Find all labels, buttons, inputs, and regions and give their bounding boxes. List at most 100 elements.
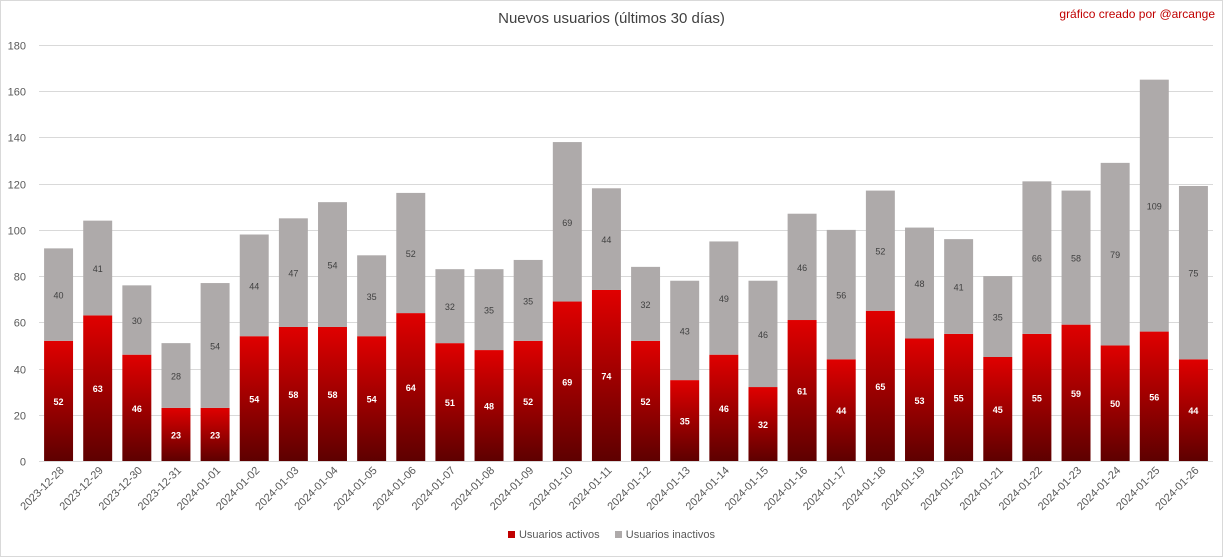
data-label-inactive: 66 (1032, 254, 1042, 264)
bar-active (83, 315, 113, 461)
data-label-inactive: 69 (562, 218, 572, 228)
bar-active (748, 387, 778, 461)
bar-active (787, 320, 817, 461)
data-label-inactive: 41 (954, 283, 964, 293)
data-label-active: 44 (1188, 406, 1198, 416)
data-label-inactive: 109 (1147, 202, 1162, 212)
y-tick-label: 60 (14, 318, 26, 330)
bar-active (709, 354, 739, 461)
bar-inactive (239, 234, 269, 337)
data-label-inactive: 44 (249, 281, 259, 291)
data-labels: 52 40 63 41 46 30 23 28 23 54 54 44 58 47 58 54 54 35 64 52… (54, 202, 1199, 441)
data-label-active: 51 (445, 398, 455, 408)
data-label-inactive: 52 (875, 247, 885, 257)
data-label-active: 48 (484, 402, 494, 412)
bar-active (513, 340, 543, 461)
bar-inactive (1139, 79, 1169, 332)
data-label-inactive: 40 (54, 291, 64, 301)
bar-active (435, 343, 465, 461)
y-tick-label: 160 (8, 87, 26, 99)
data-label-inactive: 46 (797, 263, 807, 273)
bar-inactive (396, 192, 426, 314)
bar-active (1139, 331, 1169, 461)
data-label-active: 64 (406, 383, 416, 393)
data-label-active: 65 (875, 382, 885, 392)
bar-inactive (905, 227, 934, 339)
y-tick-label: 80 (14, 272, 26, 284)
legend-swatch-active (507, 531, 515, 538)
bar-active (865, 310, 895, 461)
y-tick-label: 120 (8, 180, 26, 192)
bar-active (1178, 359, 1208, 461)
data-label-active: 56 (1149, 392, 1159, 402)
data-label-inactive: 49 (719, 294, 729, 304)
bar-active (983, 357, 1013, 461)
data-label-inactive: 35 (523, 296, 533, 306)
bar-inactive (748, 280, 778, 388)
data-label-inactive: 35 (484, 306, 494, 316)
y-tick-label: 100 (8, 226, 26, 238)
bar-active (944, 333, 974, 461)
bar-inactive (44, 248, 74, 341)
bars (44, 79, 1208, 461)
bar-active (357, 336, 387, 461)
data-label-active: 52 (641, 397, 651, 407)
data-label-inactive: 79 (1110, 250, 1120, 260)
bar-active (122, 354, 152, 461)
y-tick-label: 0 (20, 457, 26, 469)
bar-inactive (787, 213, 817, 321)
bar-inactive (709, 241, 739, 355)
bar-active (670, 380, 700, 461)
bar-active (278, 326, 308, 461)
bar-active (239, 336, 269, 461)
data-label-inactive: 44 (601, 235, 611, 245)
bar-active (552, 301, 582, 461)
data-label-inactive: 35 (993, 313, 1003, 323)
bar-active (1061, 324, 1091, 461)
bar-active (396, 313, 426, 461)
data-label-inactive: 54 (327, 261, 337, 271)
data-label-active: 32 (758, 420, 768, 430)
y-tick-label: 40 (14, 365, 26, 377)
legend-item-inactive[interactable]: Usuarios inactivos (614, 529, 715, 541)
bar-inactive (83, 220, 113, 316)
data-label-inactive: 32 (641, 300, 651, 310)
y-tick-label: 140 (8, 133, 26, 145)
legend-item-active[interactable]: Usuarios activos (507, 529, 600, 541)
data-label-inactive: 30 (132, 316, 142, 326)
data-label-active: 50 (1110, 399, 1120, 409)
data-label-active: 59 (1071, 389, 1081, 399)
data-label-active: 54 (249, 395, 259, 405)
data-label-active: 46 (132, 404, 142, 414)
data-label-active: 52 (523, 397, 533, 407)
bar-inactive (670, 280, 700, 381)
bar-inactive (278, 218, 308, 327)
data-label-active: 46 (719, 404, 729, 414)
bar-active (1022, 333, 1052, 461)
gridlines (39, 45, 1213, 462)
data-label-active: 58 (327, 390, 337, 400)
data-label-inactive: 47 (288, 269, 298, 279)
bar-active (161, 407, 191, 461)
bar-inactive (865, 190, 895, 311)
data-label-inactive: 41 (93, 264, 103, 274)
bar-inactive (1100, 162, 1130, 346)
data-label-active: 74 (601, 371, 611, 381)
data-label-active: 35 (680, 417, 690, 427)
bar-active (591, 289, 621, 461)
data-label-active: 44 (836, 406, 846, 416)
data-label-inactive: 48 (914, 279, 924, 289)
data-label-inactive: 32 (445, 302, 455, 312)
bar-active (44, 340, 74, 461)
data-label-active: 58 (288, 390, 298, 400)
bar-inactive (631, 266, 661, 341)
bar-inactive (1061, 190, 1091, 325)
data-label-inactive: 35 (367, 292, 377, 302)
bar-inactive (200, 283, 230, 408)
credit-text: gráfico creado por @arcange (1059, 7, 1215, 21)
data-label-active: 53 (914, 396, 924, 406)
data-label-inactive: 52 (406, 249, 416, 259)
legend: Usuarios activos Usuarios inactivos (0, 529, 1223, 541)
data-label-inactive: 46 (758, 330, 768, 340)
